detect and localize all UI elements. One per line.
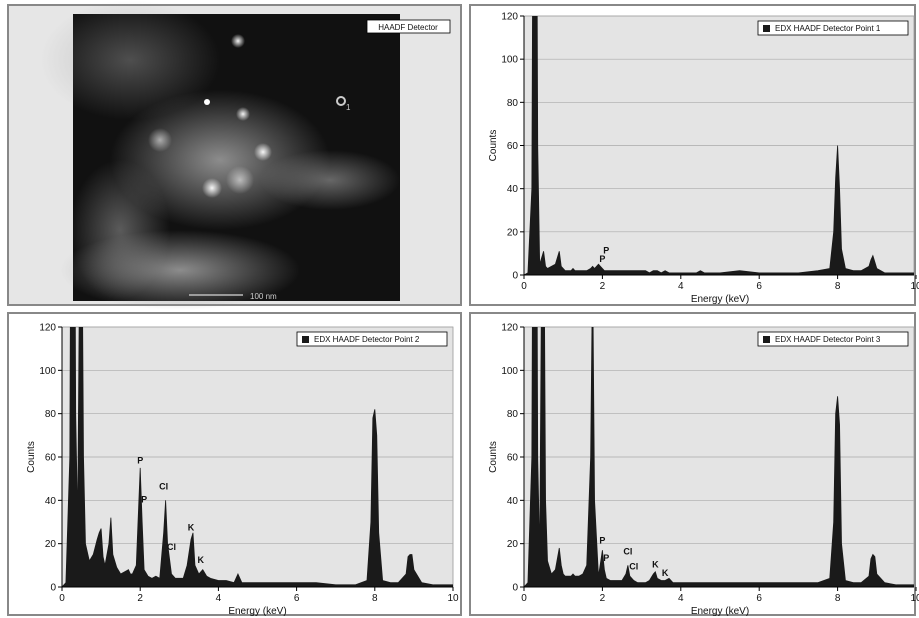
peak-annotation: Cl [159,482,168,492]
spectrum-panel: 0 20 40 60 80 100 120 0 2 4 6 8 10 Energy (keV) Counts… [470,0,919,305]
y-tick-label: 60 [507,453,519,464]
point-label: 1 [346,103,351,112]
peak-annotation: K [198,555,205,565]
peak-annotation: P [141,495,147,505]
y-tick-label: 40 [507,184,519,195]
x-tick-label: 0 [521,593,527,604]
figure: HAADF Detector 1 100 nm 0204060801001200… [0,0,919,618]
peak-annotation: P [603,553,609,563]
y-tick-label: 20 [507,227,519,238]
peak-annotation: P [137,456,143,466]
y-tick-label: 0 [512,271,518,282]
y-tick-label: 100 [501,366,518,377]
image-panel: HAADF Detector 1 100 nm [8,0,461,310]
figure-canvas: HAADF Detector 1 100 nm 0204060801001200… [0,0,919,618]
y-tick-label: 40 [45,496,57,507]
x-tick-label: 4 [678,593,684,604]
x-tick-label: 4 [216,593,222,604]
peak-annotation: K [662,568,669,578]
peak-annotation: P [599,254,605,264]
x-axis-label: Energy (keV) [691,294,749,305]
legend-swatch [763,336,770,343]
legend-label: EDX HAADF Detector Point 1 [775,24,881,33]
x-tick-label: 4 [678,281,684,292]
y-tick-label: 120 [39,323,56,334]
y-tick-label: 80 [507,409,519,420]
x-tick-label: 8 [835,281,841,292]
y-tick-label: 100 [39,366,56,377]
y-tick-label: 60 [507,141,519,152]
legend-label: EDX HAADF Detector Point 2 [314,335,420,344]
peak-annotation: Cl [167,542,176,552]
y-tick-label: 80 [45,409,57,420]
x-tick-label: 6 [294,593,300,604]
y-tick-label: 120 [501,323,518,334]
peak-annotation: K [188,523,195,533]
x-tick-label: 6 [756,593,762,604]
y-tick-label: 60 [45,453,57,464]
x-axis-label: Energy (keV) [228,606,286,617]
y-tick-label: 0 [512,583,518,594]
y-axis-label: Counts [488,441,499,473]
y-tick-label: 100 [501,55,518,66]
legend-label: EDX HAADF Detector Point 3 [775,335,881,344]
image-label: HAADF Detector [378,23,438,32]
legend-swatch [302,336,309,343]
x-tick-label: 8 [372,593,378,604]
x-tick-label: 0 [59,593,65,604]
x-tick-label: 10 [447,593,459,604]
x-tick-label: 8 [835,593,841,604]
y-tick-label: 120 [501,12,518,23]
peak-annotation: Cl [623,547,632,557]
scale-bar-label: 100 nm [250,292,277,301]
x-tick-label: 10 [910,281,919,292]
y-axis-label: Counts [26,441,37,473]
y-tick-label: 0 [50,583,56,594]
x-tick-label: 2 [600,593,606,604]
y-tick-label: 40 [507,496,519,507]
x-axis-label: Energy (keV) [691,606,749,617]
y-tick-label: 20 [507,539,519,550]
x-tick-label: 2 [137,593,143,604]
y-axis-label: Counts [488,130,499,162]
legend-swatch [763,25,770,32]
peak-annotation: Cl [629,562,638,572]
y-tick-label: 20 [45,539,57,550]
x-tick-label: 10 [910,593,919,604]
peak-annotation: P [599,536,605,546]
x-tick-label: 0 [521,281,527,292]
x-tick-label: 2 [600,281,606,292]
x-tick-label: 6 [756,281,762,292]
y-tick-label: 80 [507,98,519,109]
peak-annotation: K [652,560,659,570]
